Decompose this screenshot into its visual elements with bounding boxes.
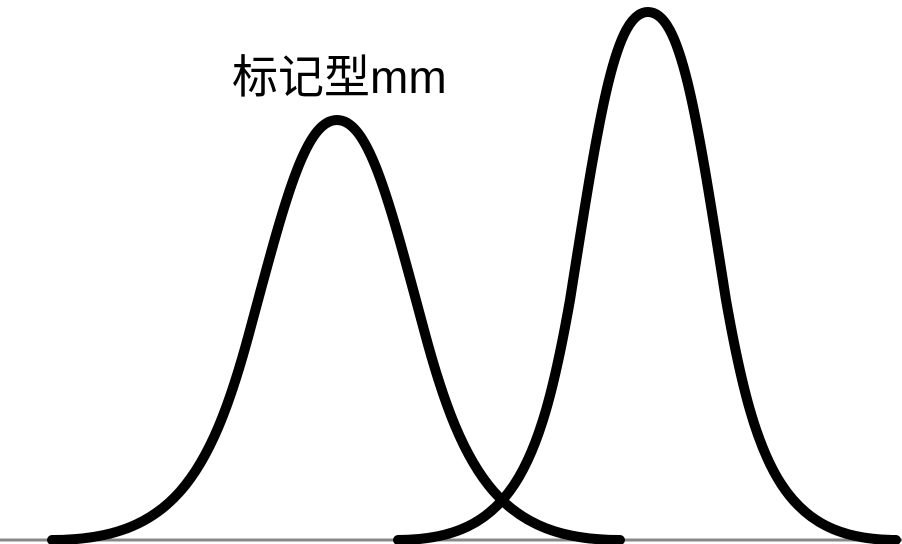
left-bell-curve	[47, 115, 625, 544]
curve-label: 标记型mm	[232, 51, 447, 103]
right-bell-curve	[393, 7, 901, 544]
